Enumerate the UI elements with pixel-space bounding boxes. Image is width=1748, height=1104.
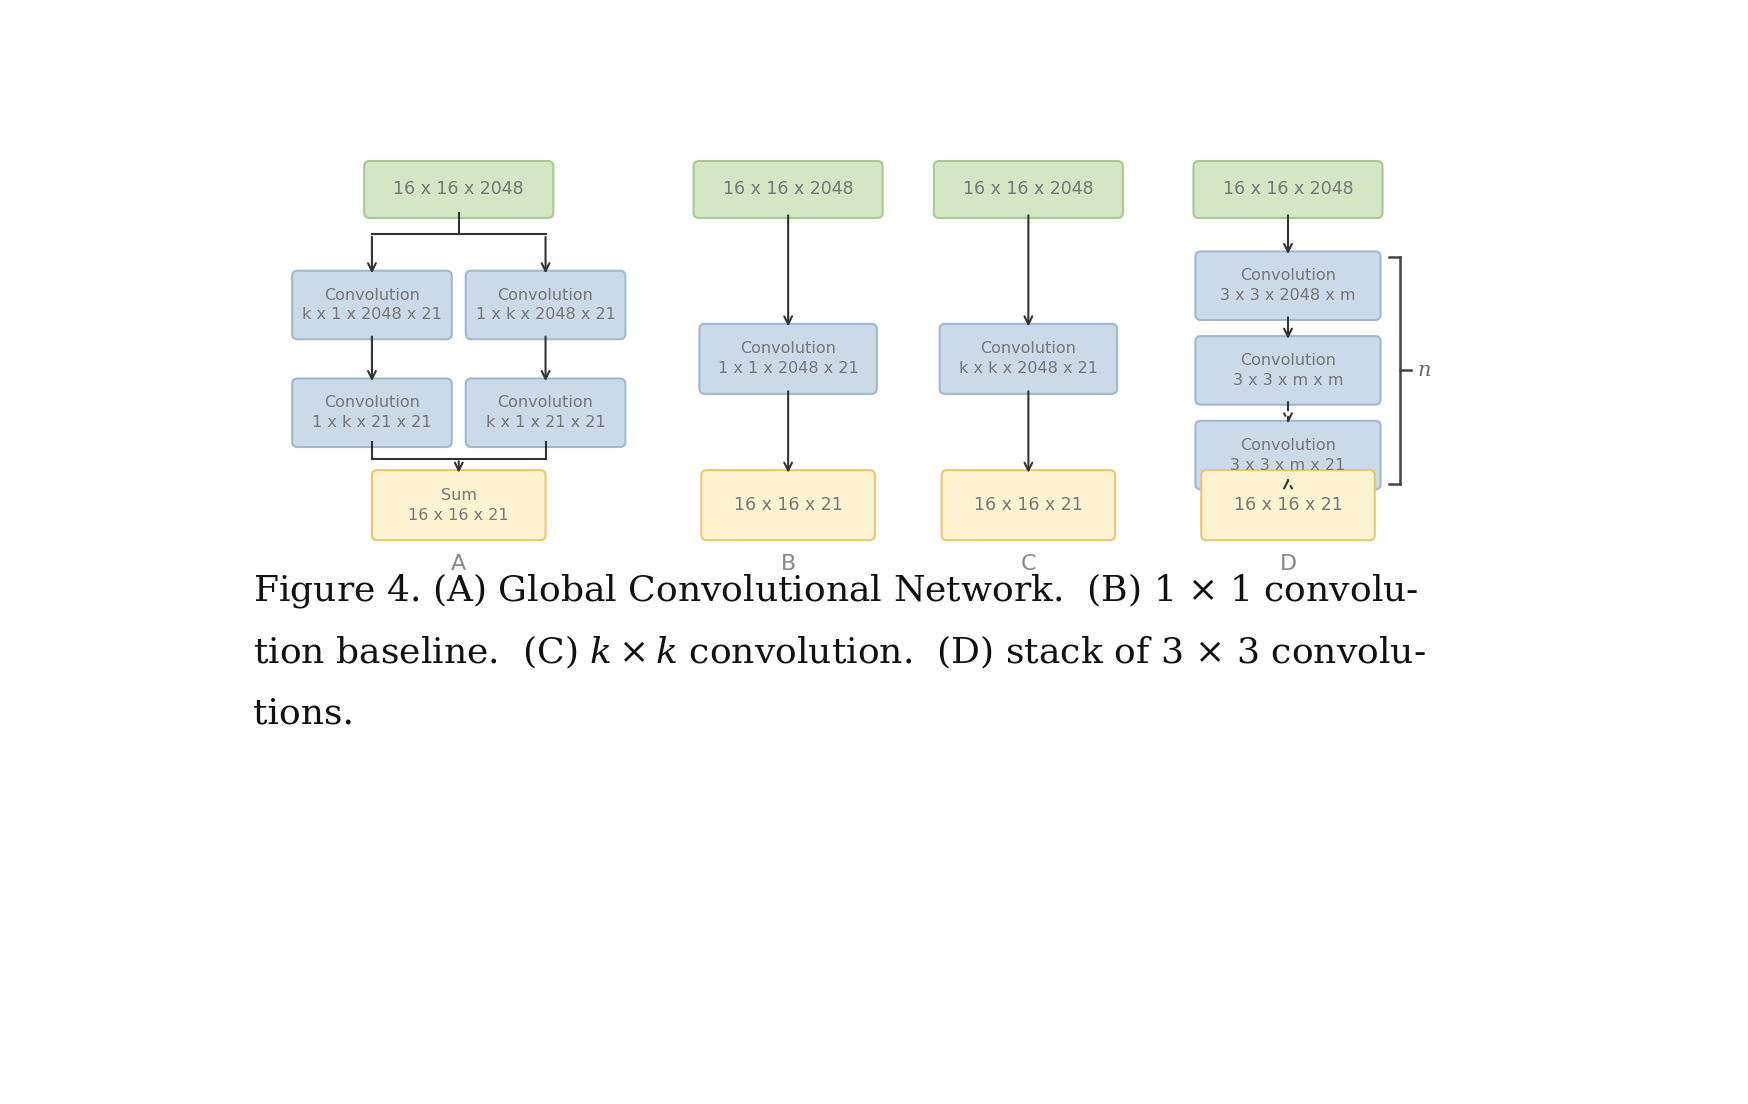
- FancyBboxPatch shape: [701, 470, 876, 540]
- FancyBboxPatch shape: [1196, 252, 1381, 320]
- Text: Sum
16 x 16 x 21: Sum 16 x 16 x 21: [409, 488, 509, 522]
- FancyBboxPatch shape: [465, 270, 626, 339]
- Text: Convolution
3 x 3 x m x m: Convolution 3 x 3 x m x m: [1232, 353, 1342, 388]
- Text: A: A: [451, 554, 467, 574]
- FancyBboxPatch shape: [1201, 470, 1374, 540]
- Text: Convolution
3 x 3 x m x 21: Convolution 3 x 3 x m x 21: [1231, 437, 1346, 473]
- FancyBboxPatch shape: [942, 470, 1115, 540]
- Text: Convolution
1 x k x 21 x 21: Convolution 1 x k x 21 x 21: [313, 395, 432, 431]
- Text: Figure 4. (A) Global Convolutional Network.  (B) 1 $\times$ 1 convolu-: Figure 4. (A) Global Convolutional Netwo…: [253, 571, 1419, 609]
- Text: Convolution
k x 1 x 2048 x 21: Convolution k x 1 x 2048 x 21: [302, 287, 442, 322]
- FancyBboxPatch shape: [1196, 336, 1381, 405]
- Text: B: B: [781, 554, 795, 574]
- Text: 16 x 16 x 2048: 16 x 16 x 2048: [724, 180, 853, 199]
- Text: 16 x 16 x 2048: 16 x 16 x 2048: [1222, 180, 1353, 199]
- Text: Convolution
k x k x 2048 x 21: Convolution k x k x 2048 x 21: [960, 341, 1098, 376]
- FancyBboxPatch shape: [465, 379, 626, 447]
- Text: tion baseline.  (C) $k \times k$ convolution.  (D) stack of 3 $\times$ 3 convolu: tion baseline. (C) $k \times k$ convolut…: [253, 634, 1426, 671]
- FancyBboxPatch shape: [292, 379, 451, 447]
- Text: Convolution
3 x 3 x 2048 x m: Convolution 3 x 3 x 2048 x m: [1220, 268, 1356, 304]
- FancyBboxPatch shape: [933, 161, 1122, 217]
- Text: 16 x 16 x 21: 16 x 16 x 21: [734, 496, 843, 514]
- Text: 16 x 16 x 2048: 16 x 16 x 2048: [963, 180, 1094, 199]
- FancyBboxPatch shape: [1196, 421, 1381, 489]
- Text: 16 x 16 x 21: 16 x 16 x 21: [1234, 496, 1342, 514]
- Text: Convolution
1 x k x 2048 x 21: Convolution 1 x k x 2048 x 21: [475, 287, 615, 322]
- Text: 16 x 16 x 2048: 16 x 16 x 2048: [393, 180, 524, 199]
- FancyBboxPatch shape: [940, 323, 1117, 394]
- FancyBboxPatch shape: [699, 323, 877, 394]
- Text: tions.: tions.: [253, 697, 355, 731]
- Text: C: C: [1021, 554, 1037, 574]
- Text: n: n: [1418, 361, 1430, 380]
- Text: D: D: [1280, 554, 1297, 574]
- FancyBboxPatch shape: [364, 161, 554, 217]
- FancyBboxPatch shape: [694, 161, 883, 217]
- FancyBboxPatch shape: [372, 470, 545, 540]
- Text: Convolution
1 x 1 x 2048 x 21: Convolution 1 x 1 x 2048 x 21: [718, 341, 858, 376]
- FancyBboxPatch shape: [292, 270, 451, 339]
- Text: 16 x 16 x 21: 16 x 16 x 21: [974, 496, 1082, 514]
- Text: Convolution
k x 1 x 21 x 21: Convolution k x 1 x 21 x 21: [486, 395, 605, 431]
- FancyBboxPatch shape: [1194, 161, 1383, 217]
